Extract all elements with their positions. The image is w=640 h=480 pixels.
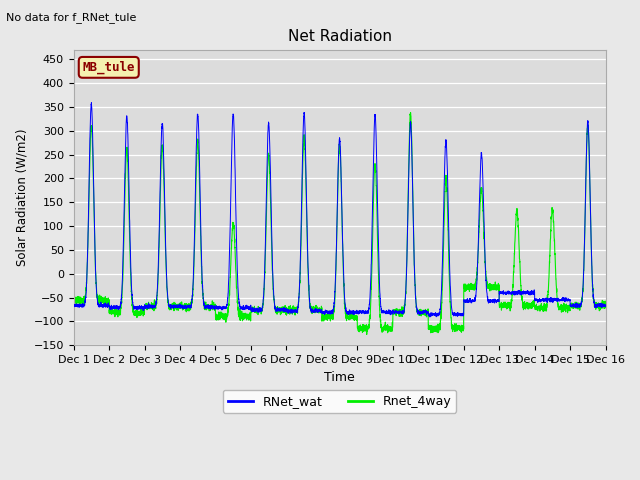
- RNet_wat: [320, 309, 328, 314]
- RNet_wat: [601, 302, 609, 308]
- Rnet_4way: [319, 313, 327, 319]
- Rnet_4way: [165, 302, 173, 308]
- Line: Rnet_4way: Rnet_4way: [74, 113, 605, 335]
- Rnet_4way: [363, 332, 371, 337]
- Rnet_4way: [489, 283, 497, 289]
- RNet_wat: [489, 300, 497, 305]
- RNet_wat: [426, 314, 434, 320]
- RNet_wat: [88, 100, 95, 106]
- RNet_wat: [70, 304, 77, 310]
- RNet_wat: [602, 302, 609, 308]
- RNet_wat: [166, 304, 173, 310]
- Rnet_4way: [459, 328, 467, 334]
- Legend: RNet_wat, Rnet_4way: RNet_wat, Rnet_4way: [223, 390, 456, 413]
- Rnet_4way: [70, 301, 77, 307]
- Rnet_4way: [429, 325, 437, 331]
- X-axis label: Time: Time: [324, 371, 355, 384]
- Text: MB_tule: MB_tule: [83, 60, 135, 74]
- Title: Net Radiation: Net Radiation: [287, 29, 392, 44]
- RNet_wat: [429, 311, 437, 317]
- Text: No data for f_RNet_tule: No data for f_RNet_tule: [6, 12, 137, 23]
- Rnet_4way: [601, 305, 609, 311]
- Line: RNet_wat: RNet_wat: [74, 103, 605, 317]
- Rnet_4way: [407, 110, 415, 116]
- RNet_wat: [459, 312, 467, 318]
- Rnet_4way: [602, 302, 609, 308]
- Y-axis label: Solar Radiation (W/m2): Solar Radiation (W/m2): [15, 129, 28, 266]
